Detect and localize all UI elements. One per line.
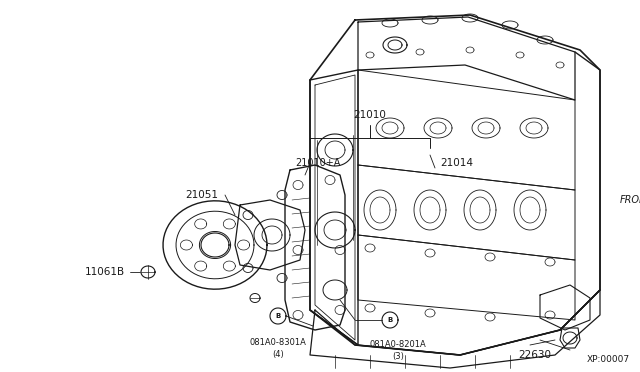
Text: (4): (4) [272, 350, 284, 359]
Text: 22630: 22630 [518, 350, 552, 360]
Text: 21051: 21051 [185, 190, 218, 200]
Text: B: B [275, 313, 280, 319]
Text: 21014: 21014 [440, 158, 473, 168]
Text: XP:00007: XP:00007 [587, 356, 630, 365]
Text: 11061B: 11061B [85, 267, 125, 277]
Text: 081A0-8301A: 081A0-8301A [250, 338, 307, 347]
Text: FRONT: FRONT [620, 195, 640, 205]
Text: 21010+A: 21010+A [295, 158, 340, 168]
Text: B: B [387, 317, 392, 323]
Text: 21010: 21010 [353, 110, 387, 120]
Text: (3): (3) [392, 352, 404, 361]
Text: 081A0-8201A: 081A0-8201A [370, 340, 426, 349]
